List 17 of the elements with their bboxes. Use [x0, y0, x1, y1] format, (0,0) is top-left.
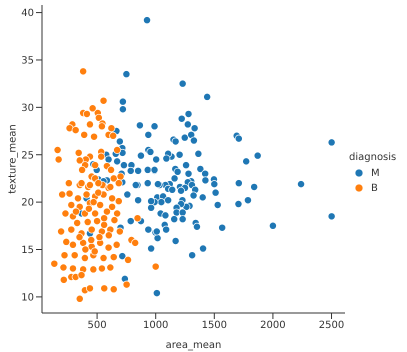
x-tick-label: 2500	[318, 320, 344, 332]
y-axis-title: texture_mean	[8, 124, 19, 194]
y-tick-label: 15	[21, 245, 34, 256]
y-tick-label: 20	[21, 198, 34, 209]
y-tick-label: 25	[21, 150, 34, 162]
y-tick-label: 35	[21, 56, 34, 67]
y-tick-label: 10	[21, 292, 34, 304]
legend-title: diagnosis	[349, 152, 396, 163]
x-tick-label: 500	[88, 320, 107, 332]
x-tick-label: 1500	[202, 320, 228, 332]
x-axis-title: area_mean	[166, 340, 222, 351]
x-tick-label: 1000	[142, 320, 168, 332]
x-tick-label: 2000	[260, 320, 286, 332]
legend-label: M	[371, 168, 380, 178]
y-tick-label: 40	[21, 8, 34, 20]
legend-label: B	[371, 182, 378, 194]
y-tick-label: 30	[21, 102, 34, 114]
